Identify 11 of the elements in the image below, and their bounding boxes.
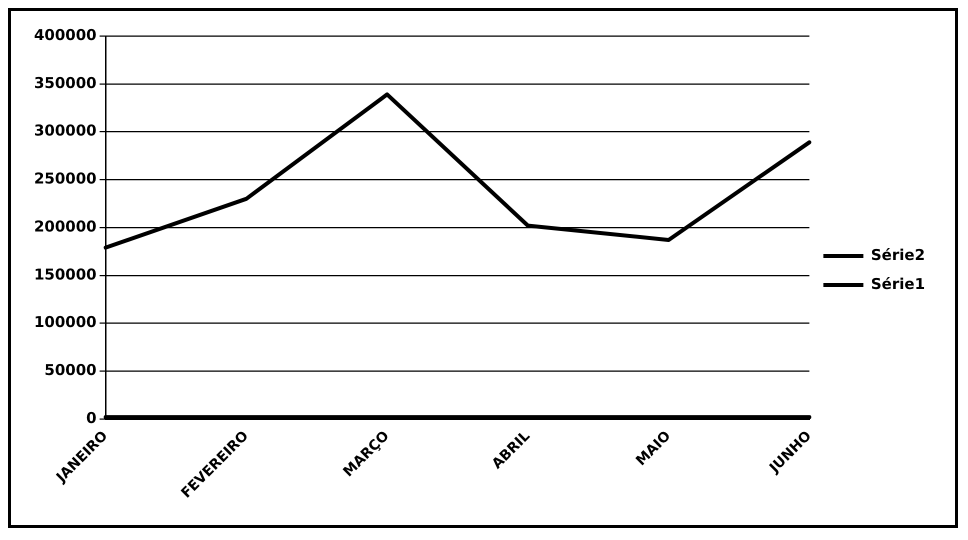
y-tick-label: 50000 [44,361,97,380]
y-tick-label: 350000 [34,74,97,92]
y-tick-label: 100000 [34,313,97,332]
legend-label: Série1 [870,274,926,293]
legend-label: Série2 [870,246,926,264]
y-tick-label: 200000 [34,217,97,236]
y-tick-label: 150000 [34,265,97,284]
y-tick-label: 250000 [34,170,97,188]
y-tick-label: 400000 [34,26,97,44]
y-tick-label: 300000 [34,122,97,140]
y-tick-label: 0 [86,408,97,427]
